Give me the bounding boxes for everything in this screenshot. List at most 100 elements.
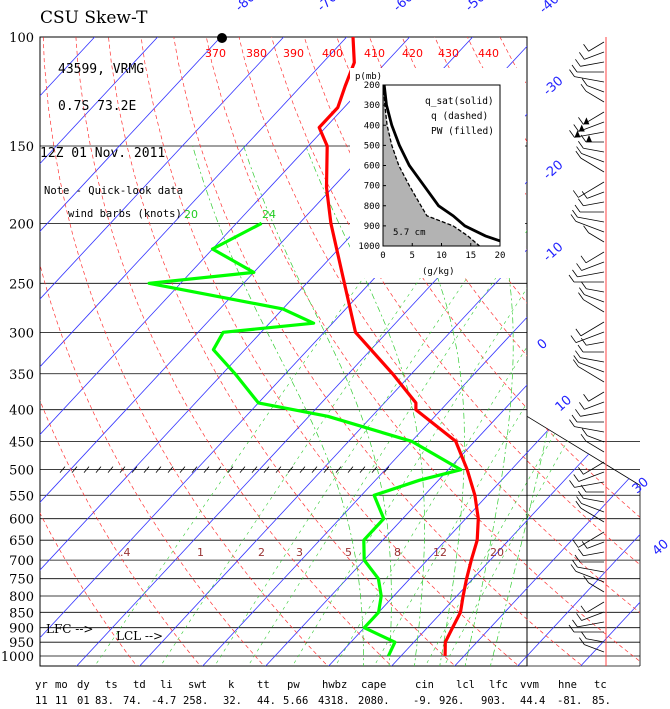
wind-barb xyxy=(587,191,605,199)
wind-barb xyxy=(574,426,605,433)
frame-extension xyxy=(526,415,641,666)
wind-barb-flag xyxy=(572,269,578,278)
top-marker-dot xyxy=(217,33,227,43)
isotherm-line xyxy=(40,37,185,666)
wind-barb xyxy=(580,411,605,417)
inset-ytick-label: 1000 xyxy=(358,242,380,252)
inset-xtick-label: 0 xyxy=(380,251,385,261)
inset-xtick-label: 5 xyxy=(410,251,415,261)
mixing-ratio-line xyxy=(212,223,505,666)
pressure-tick-label: 500 xyxy=(9,464,34,479)
index-header: dy xyxy=(77,679,90,691)
pressure-tick-label: 900 xyxy=(9,622,34,637)
wind-barb-flag xyxy=(580,281,587,290)
dry-adiabat xyxy=(105,37,459,666)
wind-barb xyxy=(586,341,605,346)
inset-ylabel: p(mb) xyxy=(355,72,382,82)
wind-barb-flag xyxy=(571,414,578,423)
pressure-tick-label: 650 xyxy=(9,534,34,549)
hatch-mark xyxy=(59,466,66,473)
inset-legend-label: q_sat(solid) xyxy=(425,96,494,107)
inset-ytick-label: 600 xyxy=(364,162,380,172)
dry-adiabat xyxy=(548,37,640,666)
index-header: hwbz xyxy=(322,679,347,691)
hatch-mark xyxy=(299,466,306,473)
index-header: swt xyxy=(188,679,207,691)
wind-barb xyxy=(581,261,605,271)
wind-barb-flag xyxy=(580,631,587,640)
wind-barb xyxy=(584,51,605,60)
index-value: 01 xyxy=(77,695,90,707)
pressure-tick-label: 600 xyxy=(9,513,34,528)
wind-barb-flag xyxy=(573,474,580,482)
hatch-mark xyxy=(347,466,354,473)
index-value: 903. xyxy=(481,695,506,707)
wind-barb-flag xyxy=(570,335,577,343)
theta-label: 400 xyxy=(322,47,343,60)
wind-barb-flag xyxy=(575,59,581,67)
mixing-ratio-line xyxy=(245,223,533,666)
inset-ytick-label: 200 xyxy=(364,81,380,91)
wind-barb-flag xyxy=(575,150,582,159)
wind-barb xyxy=(586,638,605,643)
wind-barb xyxy=(581,153,605,163)
pressure-tick-label: 150 xyxy=(9,140,34,155)
index-value: -9. xyxy=(413,695,432,707)
mixing-ratio-line xyxy=(442,223,640,666)
mixing-ratio-label: 8 xyxy=(394,546,401,559)
isotherm-line xyxy=(514,37,640,666)
isotherm-label: 40 xyxy=(650,537,670,559)
isotherm-label: -40 xyxy=(537,0,563,17)
isotherm-line xyxy=(40,37,248,666)
wind-barb-pennant xyxy=(578,124,585,132)
wind-barb-flag xyxy=(575,328,582,337)
wind-barb-flag xyxy=(570,214,577,222)
moist-adiabat xyxy=(381,145,465,666)
moist-adiabat xyxy=(305,145,425,666)
index-value: 74. xyxy=(123,695,142,707)
inset-ytick-label: 800 xyxy=(364,202,380,212)
wind-barb-flag xyxy=(583,575,589,583)
wind-barb-flag xyxy=(568,624,575,633)
mixing-ratio-line xyxy=(92,223,403,666)
dewpoint-profile xyxy=(147,221,463,657)
wind-barb-flag xyxy=(572,359,579,367)
hatch-mark xyxy=(203,466,210,473)
wind-barb xyxy=(577,216,605,223)
isotherm-label: -20 xyxy=(541,158,567,183)
hatch-mark xyxy=(239,466,246,473)
pw-filled-area xyxy=(383,85,480,246)
theta-label: 380 xyxy=(246,47,267,60)
hatch-mark xyxy=(275,466,282,473)
pressure-tick-label: 850 xyxy=(9,606,34,621)
index-header: lfc xyxy=(489,679,508,691)
hatch-mark xyxy=(371,466,378,473)
wind-barb xyxy=(588,582,605,593)
wind-barb-flag xyxy=(580,433,587,442)
profile-layer xyxy=(147,33,480,657)
wind-barb xyxy=(586,288,605,293)
note-line1: Note - Quick-look data xyxy=(44,185,183,197)
mixing-ratio-label: 5 xyxy=(345,546,352,559)
index-value: 44.4 xyxy=(520,695,545,707)
mixing-ratio-label: 24 xyxy=(262,208,276,221)
location-label: 0.7S 73.2E xyxy=(58,99,136,114)
mixing-ratio-label: 3 xyxy=(296,546,303,559)
wind-barb-pennant xyxy=(574,130,581,138)
wind-barb-flag xyxy=(573,355,580,363)
wind-barb-flag xyxy=(583,44,589,52)
wind-barb-flag xyxy=(569,69,575,77)
dry-adiabat xyxy=(231,37,640,666)
pressure-tick-label: 450 xyxy=(9,435,34,450)
theta-label: 410 xyxy=(364,47,385,60)
wind-barb xyxy=(580,61,605,67)
moist-adiabat xyxy=(243,145,392,666)
wind-barb xyxy=(578,531,605,548)
hatch-mark xyxy=(83,466,90,473)
pw-value-label: 5.7 cm xyxy=(393,228,426,238)
hatch-mark xyxy=(311,466,318,473)
wind-barb-flag xyxy=(583,225,589,233)
index-header: lcl xyxy=(456,679,475,691)
wind-barb-flag xyxy=(580,337,587,346)
inset-ytick-label: 500 xyxy=(364,141,380,151)
